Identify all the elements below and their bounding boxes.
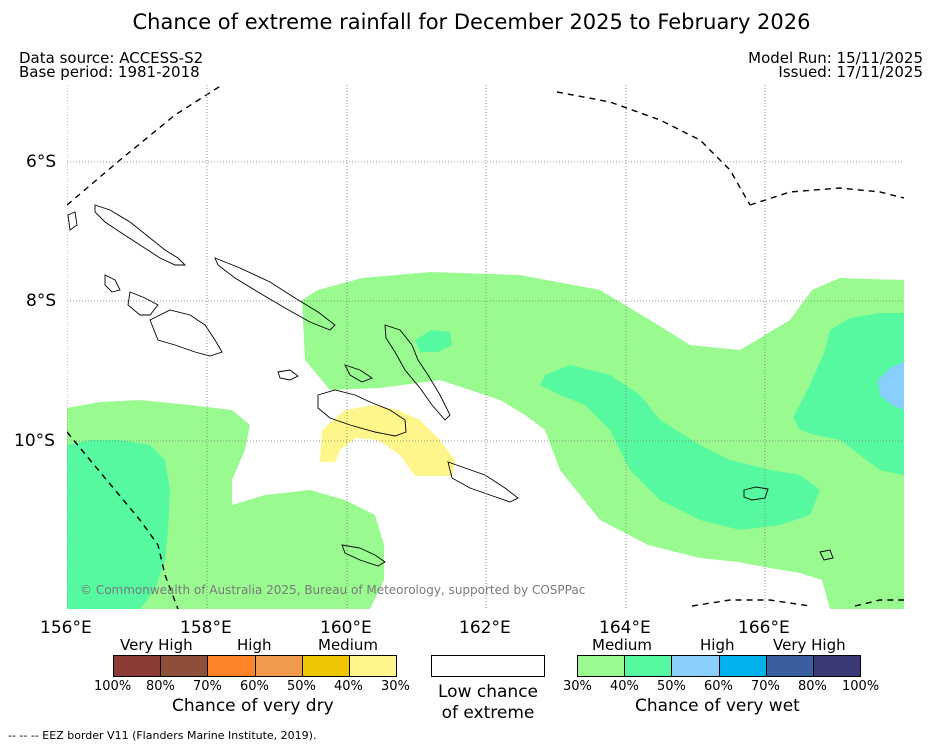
lat-label: 10°S — [14, 431, 55, 451]
eez-border — [691, 599, 811, 607]
wet-legend-header: Medium — [592, 636, 652, 654]
island-outline — [94, 204, 187, 266]
island-outline — [104, 274, 121, 293]
wet-legend-header: Very High — [773, 636, 846, 654]
wet-tick: 30% — [563, 679, 592, 694]
wet-swatch — [719, 656, 767, 676]
wet-tick: 80% — [798, 679, 827, 694]
wet-50-60-region — [878, 362, 904, 410]
eez-border — [854, 599, 904, 607]
dry-tick: 80% — [146, 679, 175, 694]
low-chance-caption-line2: of extreme — [441, 703, 535, 723]
eez-footnote: -- -- -- EEZ border V11 (Flanders Marine… — [8, 729, 317, 742]
dry-swatch — [161, 656, 209, 676]
lon-label: 164°E — [599, 618, 651, 638]
eez-border — [67, 85, 223, 206]
island-outline — [214, 257, 336, 331]
island-outline — [67, 211, 78, 231]
wet-high-region — [415, 330, 452, 352]
dry-swatch — [114, 656, 162, 676]
dry-legend-header: High — [237, 636, 272, 654]
wet-swatch — [766, 656, 814, 676]
lon-label: 162°E — [459, 618, 511, 638]
low-chance-swatch — [431, 655, 545, 677]
lat-label: 8°S — [26, 291, 57, 311]
island-outline — [149, 309, 223, 357]
island-outline — [341, 544, 386, 567]
wet-tick: 70% — [751, 679, 780, 694]
dry-swatch — [208, 656, 256, 676]
map-title: Chance of extreme rainfall for December … — [132, 10, 811, 34]
copyright-text: © Commonwealth of Australia 2025, Bureau… — [80, 583, 586, 597]
wet-swatch — [578, 656, 626, 676]
island-outline — [344, 364, 373, 383]
data-source-text: Data source: ACCESS-S2 — [19, 49, 204, 67]
wet-swatch — [672, 656, 720, 676]
dry-swatch — [302, 656, 350, 676]
base-period-text: Base period: 1981-2018 — [19, 63, 200, 81]
lat-label: 6°S — [26, 152, 57, 172]
island-outline — [127, 291, 159, 316]
island-outline — [384, 324, 451, 421]
dry-tick: 100% — [94, 679, 132, 694]
dry-tick: 50% — [287, 679, 316, 694]
island-outline — [819, 549, 834, 561]
eez-border — [749, 187, 904, 206]
wet-legend-caption: Chance of very wet — [635, 696, 800, 716]
dry-swatch — [255, 656, 303, 676]
lon-label: 156°E — [40, 618, 92, 638]
wet-tick: 50% — [657, 679, 686, 694]
dry-swatch — [349, 656, 397, 676]
dry-legend-caption: Chance of very dry — [172, 696, 334, 716]
dry-tick: 30% — [381, 679, 410, 694]
dry-legend-header: Medium — [318, 636, 378, 654]
dry-colorbar — [113, 655, 397, 677]
wet-colorbar — [577, 655, 861, 677]
wet-high-region — [793, 313, 904, 475]
lon-label: 160°E — [320, 618, 372, 638]
wet-tick: 40% — [610, 679, 639, 694]
island-outline — [277, 369, 299, 381]
lon-label: 166°E — [738, 618, 790, 638]
island-outline — [317, 389, 407, 437]
wet-tick: 60% — [704, 679, 733, 694]
issued-text: Issued: 17/11/2025 — [778, 63, 923, 81]
island-outline — [743, 486, 769, 501]
eez-border — [67, 431, 179, 609]
dry-legend-header: Very High — [120, 636, 193, 654]
wet-high-region — [67, 440, 170, 609]
eez-border — [556, 91, 751, 206]
lon-label: 158°E — [180, 618, 232, 638]
island-outline — [447, 461, 519, 503]
wet-tick: 100% — [842, 679, 880, 694]
wet-swatch — [813, 656, 861, 676]
dry-tick: 60% — [240, 679, 269, 694]
dry-tick: 40% — [334, 679, 363, 694]
wet-swatch — [625, 656, 673, 676]
dry-tick: 70% — [193, 679, 222, 694]
model-run-text: Model Run: 15/11/2025 — [748, 49, 923, 67]
wet-legend-header: High — [700, 636, 735, 654]
low-chance-caption-line1: Low chance — [438, 682, 538, 702]
dry-medium-region — [320, 405, 455, 476]
